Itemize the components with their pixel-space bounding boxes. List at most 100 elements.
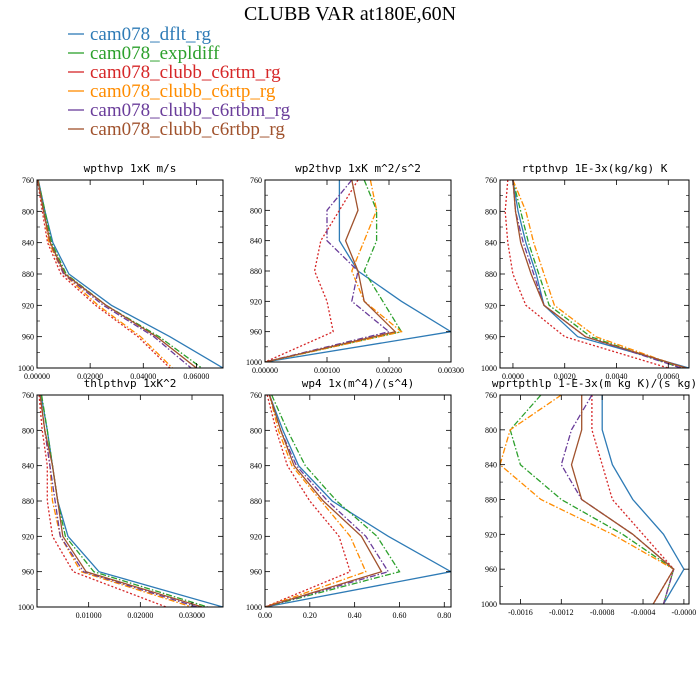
y-tick-label: 1000 (481, 600, 497, 609)
series-line (265, 395, 367, 607)
series-line (265, 180, 359, 362)
chart-panel: thlpthvp 1xK^2 760 800 840 880 920 960 1000 0.01… (18, 377, 224, 620)
series-line (512, 180, 682, 368)
legend-entry: cam078_clubb_c6rtbm_rg (68, 100, 291, 121)
y-tick-label: 1000 (481, 364, 497, 373)
x-tick-label: 0.40 (348, 611, 362, 620)
y-tick-label: 760 (250, 391, 262, 400)
legend-label: cam078_expldiff (90, 43, 220, 64)
y-tick-label: 880 (485, 496, 497, 505)
y-tick-label: 760 (22, 391, 34, 400)
x-tick-label: -0.0004 (631, 608, 656, 617)
series-line (39, 395, 193, 607)
plot-frame (264, 394, 452, 608)
legend-entry: cam078_dflt_rg (68, 24, 212, 45)
y-tick-label: 880 (22, 497, 34, 506)
series-line (500, 395, 675, 604)
y-tick-label: 920 (250, 532, 262, 541)
chart-panel: wprtpthlp 1-E-3x(m kg K)/(s kg)760 800 840… (481, 377, 697, 617)
chart-panel: rtpthvp 1E-3x(kg/kg) K 760 800 840 880 920 960… (481, 162, 690, 381)
x-tick-label: 0.03000 (179, 611, 205, 620)
y-tick-label: 960 (22, 568, 34, 577)
chart-panel: wpthvp 1xK m/s 760 800 840 880 920 960 10000.00… (18, 162, 224, 381)
y-tick-label: 1000 (18, 603, 34, 612)
y-tick-label: 960 (250, 328, 262, 337)
plot-frame (499, 394, 690, 605)
y-tick-label: 800 (485, 426, 497, 435)
series-line (37, 180, 197, 368)
x-tick-label: 0.01000 (76, 611, 102, 620)
figure-title: CLUBB VAR at180E,60N (244, 3, 456, 25)
y-tick-label: 840 (250, 462, 262, 471)
x-tick-label: 0.0060 (657, 372, 679, 381)
legend-label: cam078_clubb_c6rtbp_rg (90, 119, 285, 140)
x-tick-label: 0.00300 (438, 366, 464, 375)
y-tick-label: 800 (22, 426, 34, 435)
y-tick-label: 800 (485, 207, 497, 216)
x-tick-label: -0.0008 (590, 608, 615, 617)
panel-title: wpthvp 1xK m/s (84, 162, 177, 175)
y-tick-label: 960 (485, 333, 497, 342)
x-tick-label: 0.0020 (554, 372, 576, 381)
y-tick-label: 800 (250, 426, 262, 435)
x-tick-label: -0.0016 (508, 608, 533, 617)
legend-entry: cam078_clubb_c6rtp_rg (68, 81, 276, 102)
y-tick-label: 960 (250, 568, 262, 577)
series-line (265, 395, 351, 607)
x-tick-label: 0.00000 (24, 372, 50, 381)
x-tick-label: 0.02000 (127, 611, 153, 620)
y-tick-label: 840 (250, 237, 262, 246)
series-line (560, 395, 675, 604)
series-line (265, 180, 403, 362)
legend-label: cam078_clubb_c6rtbm_rg (90, 100, 291, 121)
series-line (37, 180, 203, 368)
y-tick-label: 920 (485, 530, 497, 539)
chart-panel: wp2thvp 1xK m^2/s^2 760 800 840 880 920 960 100… (246, 162, 464, 375)
panel-title: wp2thvp 1xK m^2/s^2 (295, 162, 421, 175)
series-line (265, 180, 397, 362)
x-tick-label: 0.02000 (77, 372, 103, 381)
series-line (265, 395, 401, 607)
panel-title: thlpthvp 1xK^2 (84, 377, 177, 390)
series-line (265, 395, 383, 607)
series-line (37, 180, 223, 368)
y-tick-label: 920 (22, 301, 34, 310)
plot-frame (36, 394, 224, 608)
series-line (509, 395, 675, 604)
y-tick-label: 840 (485, 461, 497, 470)
y-tick-label: 800 (22, 207, 34, 216)
y-tick-label: 1000 (246, 603, 262, 612)
y-tick-label: 760 (250, 176, 262, 185)
x-tick-label: 0.0000 (502, 372, 524, 381)
series-line (601, 395, 685, 604)
x-tick-label: -0.0012 (549, 608, 574, 617)
y-tick-label: 840 (22, 462, 34, 471)
legend-label: cam078_clubb_c6rtp_rg (90, 81, 276, 102)
x-tick-label: 0.00100 (314, 366, 340, 375)
x-tick-label: 0.0040 (606, 372, 628, 381)
x-tick-label: 0.60 (392, 611, 406, 620)
y-tick-label: 920 (250, 297, 262, 306)
x-tick-label: 0.00 (258, 611, 272, 620)
x-tick-label: 0.20 (303, 611, 317, 620)
y-tick-label: 960 (22, 333, 34, 342)
x-tick-label: 0.00200 (376, 366, 402, 375)
series-line (37, 180, 171, 368)
y-tick-label: 840 (22, 239, 34, 248)
y-tick-label: 920 (22, 532, 34, 541)
chart-panels: wpthvp 1xK m/s76080084088092096010000.00… (18, 162, 697, 620)
x-tick-label: 0.00000 (252, 366, 278, 375)
x-tick-label: 0.80 (437, 611, 451, 620)
y-tick-label: 840 (485, 239, 497, 248)
y-tick-label: 800 (250, 206, 262, 215)
panel-title: wp4 1x(m^4)/(s^4) (302, 377, 415, 390)
series-line (39, 395, 203, 607)
y-tick-label: 880 (250, 497, 262, 506)
legend-entry: cam078_clubb_c6rtm_rg (68, 62, 281, 83)
x-tick-label: 0.04000 (130, 372, 156, 381)
series-line (265, 395, 451, 607)
x-tick-label: 0.06000 (183, 372, 209, 381)
y-tick-label: 760 (485, 391, 497, 400)
y-tick-label: 960 (485, 565, 497, 574)
